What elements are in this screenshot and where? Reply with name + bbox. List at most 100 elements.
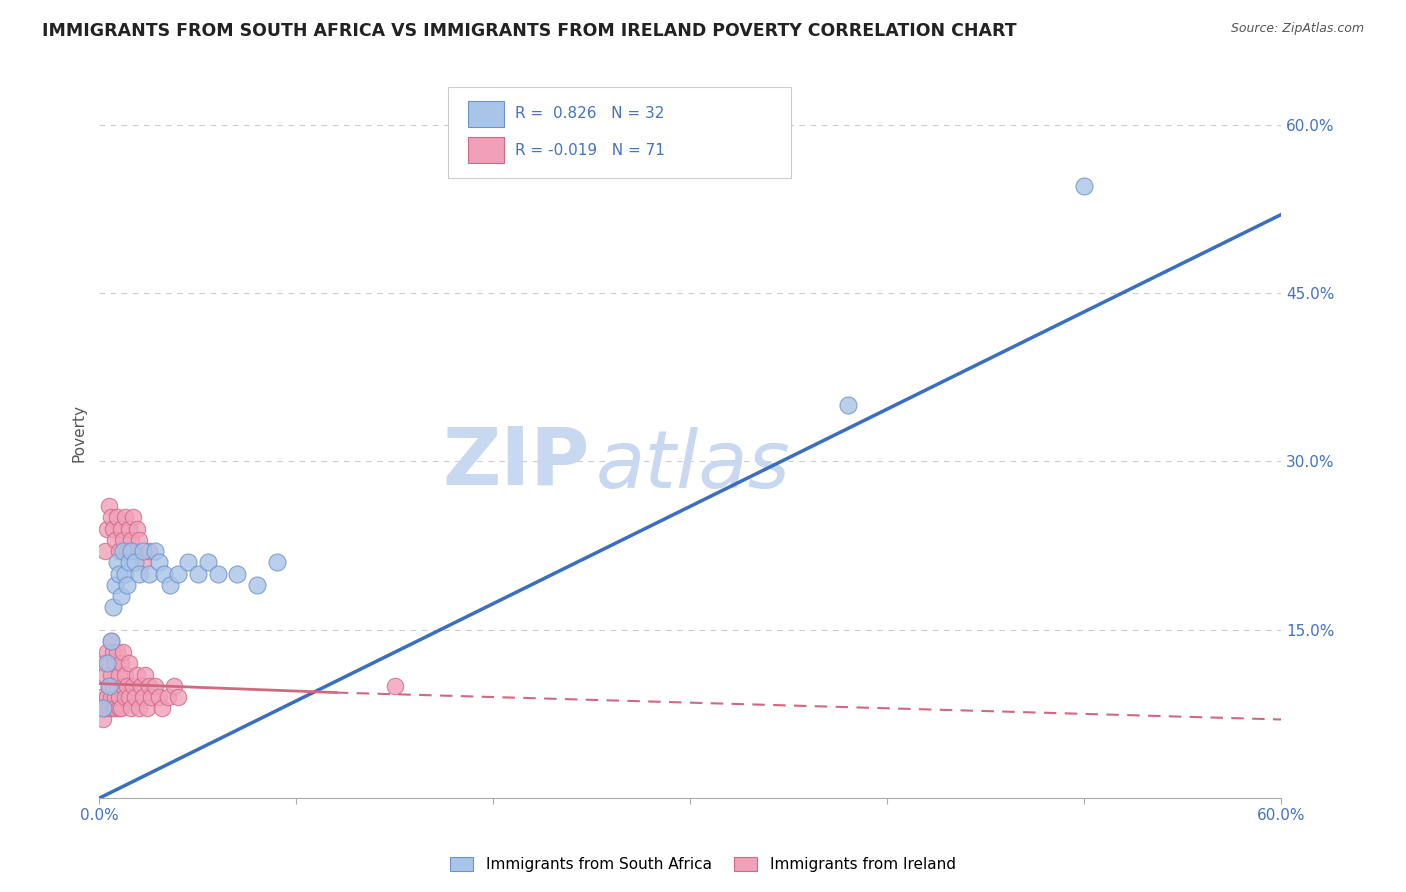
Y-axis label: Poverty: Poverty [72, 404, 86, 462]
Point [226, 566, 249, 581]
Point [132, 544, 155, 558]
FancyBboxPatch shape [468, 101, 503, 127]
Point [135, 701, 157, 715]
Point [93, 657, 115, 671]
Point [98, 679, 121, 693]
Point [96, 645, 118, 659]
Point [104, 701, 127, 715]
Text: IMMIGRANTS FROM SOUTH AFRICA VS IMMIGRANTS FROM IRELAND POVERTY CORRELATION CHAR: IMMIGRANTS FROM SOUTH AFRICA VS IMMIGRAN… [42, 22, 1017, 40]
Point [98, 679, 121, 693]
Point [118, 555, 141, 569]
Point [96, 522, 118, 536]
Point [177, 555, 200, 569]
Point [93, 701, 115, 715]
Point [120, 544, 142, 558]
Point [115, 679, 138, 693]
Point [90, 690, 112, 704]
Point [105, 645, 128, 659]
Point [103, 701, 125, 715]
Point [103, 679, 125, 693]
Point [159, 578, 181, 592]
Point [94, 701, 117, 715]
Point [120, 533, 142, 547]
Point [98, 657, 121, 671]
Point [108, 667, 131, 681]
Point [105, 679, 128, 693]
Point [110, 522, 132, 536]
Point [143, 679, 166, 693]
Point [98, 701, 121, 715]
Text: ZIP: ZIP [443, 424, 591, 501]
Point [104, 578, 127, 592]
Point [118, 657, 141, 671]
Point [124, 544, 146, 558]
Point [246, 578, 269, 592]
Point [207, 566, 229, 581]
Point [110, 657, 132, 671]
Point [138, 544, 160, 558]
Point [100, 634, 122, 648]
Point [148, 555, 170, 569]
Point [100, 634, 122, 648]
Point [93, 713, 115, 727]
Point [103, 522, 125, 536]
Point [266, 555, 288, 569]
Point [100, 510, 122, 524]
Point [138, 566, 160, 581]
Point [100, 690, 122, 704]
Point [108, 566, 131, 581]
Point [104, 533, 127, 547]
Point [167, 690, 190, 704]
Point [108, 701, 131, 715]
Point [108, 690, 131, 704]
Point [112, 544, 135, 558]
Point [124, 555, 146, 569]
Point [163, 679, 186, 693]
Point [129, 679, 152, 693]
Point [114, 667, 136, 681]
Point [1073, 179, 1095, 194]
Point [122, 510, 145, 524]
Point [143, 544, 166, 558]
Text: R =  0.826   N = 32: R = 0.826 N = 32 [516, 106, 665, 121]
Point [105, 510, 128, 524]
Point [153, 566, 176, 581]
Point [128, 533, 150, 547]
Point [103, 645, 125, 659]
Point [96, 690, 118, 704]
Point [115, 544, 138, 558]
Point [94, 544, 117, 558]
Point [100, 667, 122, 681]
Point [132, 555, 155, 569]
Point [114, 510, 136, 524]
Point [108, 544, 131, 558]
Point [128, 701, 150, 715]
Point [132, 690, 155, 704]
FancyBboxPatch shape [449, 87, 792, 178]
Point [112, 533, 135, 547]
Point [118, 522, 141, 536]
Point [118, 690, 141, 704]
Point [138, 679, 160, 693]
Point [104, 690, 127, 704]
Text: R = -0.019   N = 71: R = -0.019 N = 71 [516, 143, 665, 158]
Point [105, 555, 128, 569]
Point [134, 667, 156, 681]
Point [125, 667, 148, 681]
Point [114, 690, 136, 704]
Point [384, 679, 406, 693]
Point [94, 667, 117, 681]
Point [197, 555, 219, 569]
Point [112, 645, 135, 659]
Point [115, 578, 138, 592]
Point [112, 679, 135, 693]
Text: atlas: atlas [596, 427, 790, 505]
Point [98, 500, 121, 514]
Point [125, 522, 148, 536]
Point [114, 566, 136, 581]
Point [110, 589, 132, 603]
Point [128, 566, 150, 581]
Point [110, 701, 132, 715]
Point [167, 566, 190, 581]
Point [837, 398, 859, 412]
